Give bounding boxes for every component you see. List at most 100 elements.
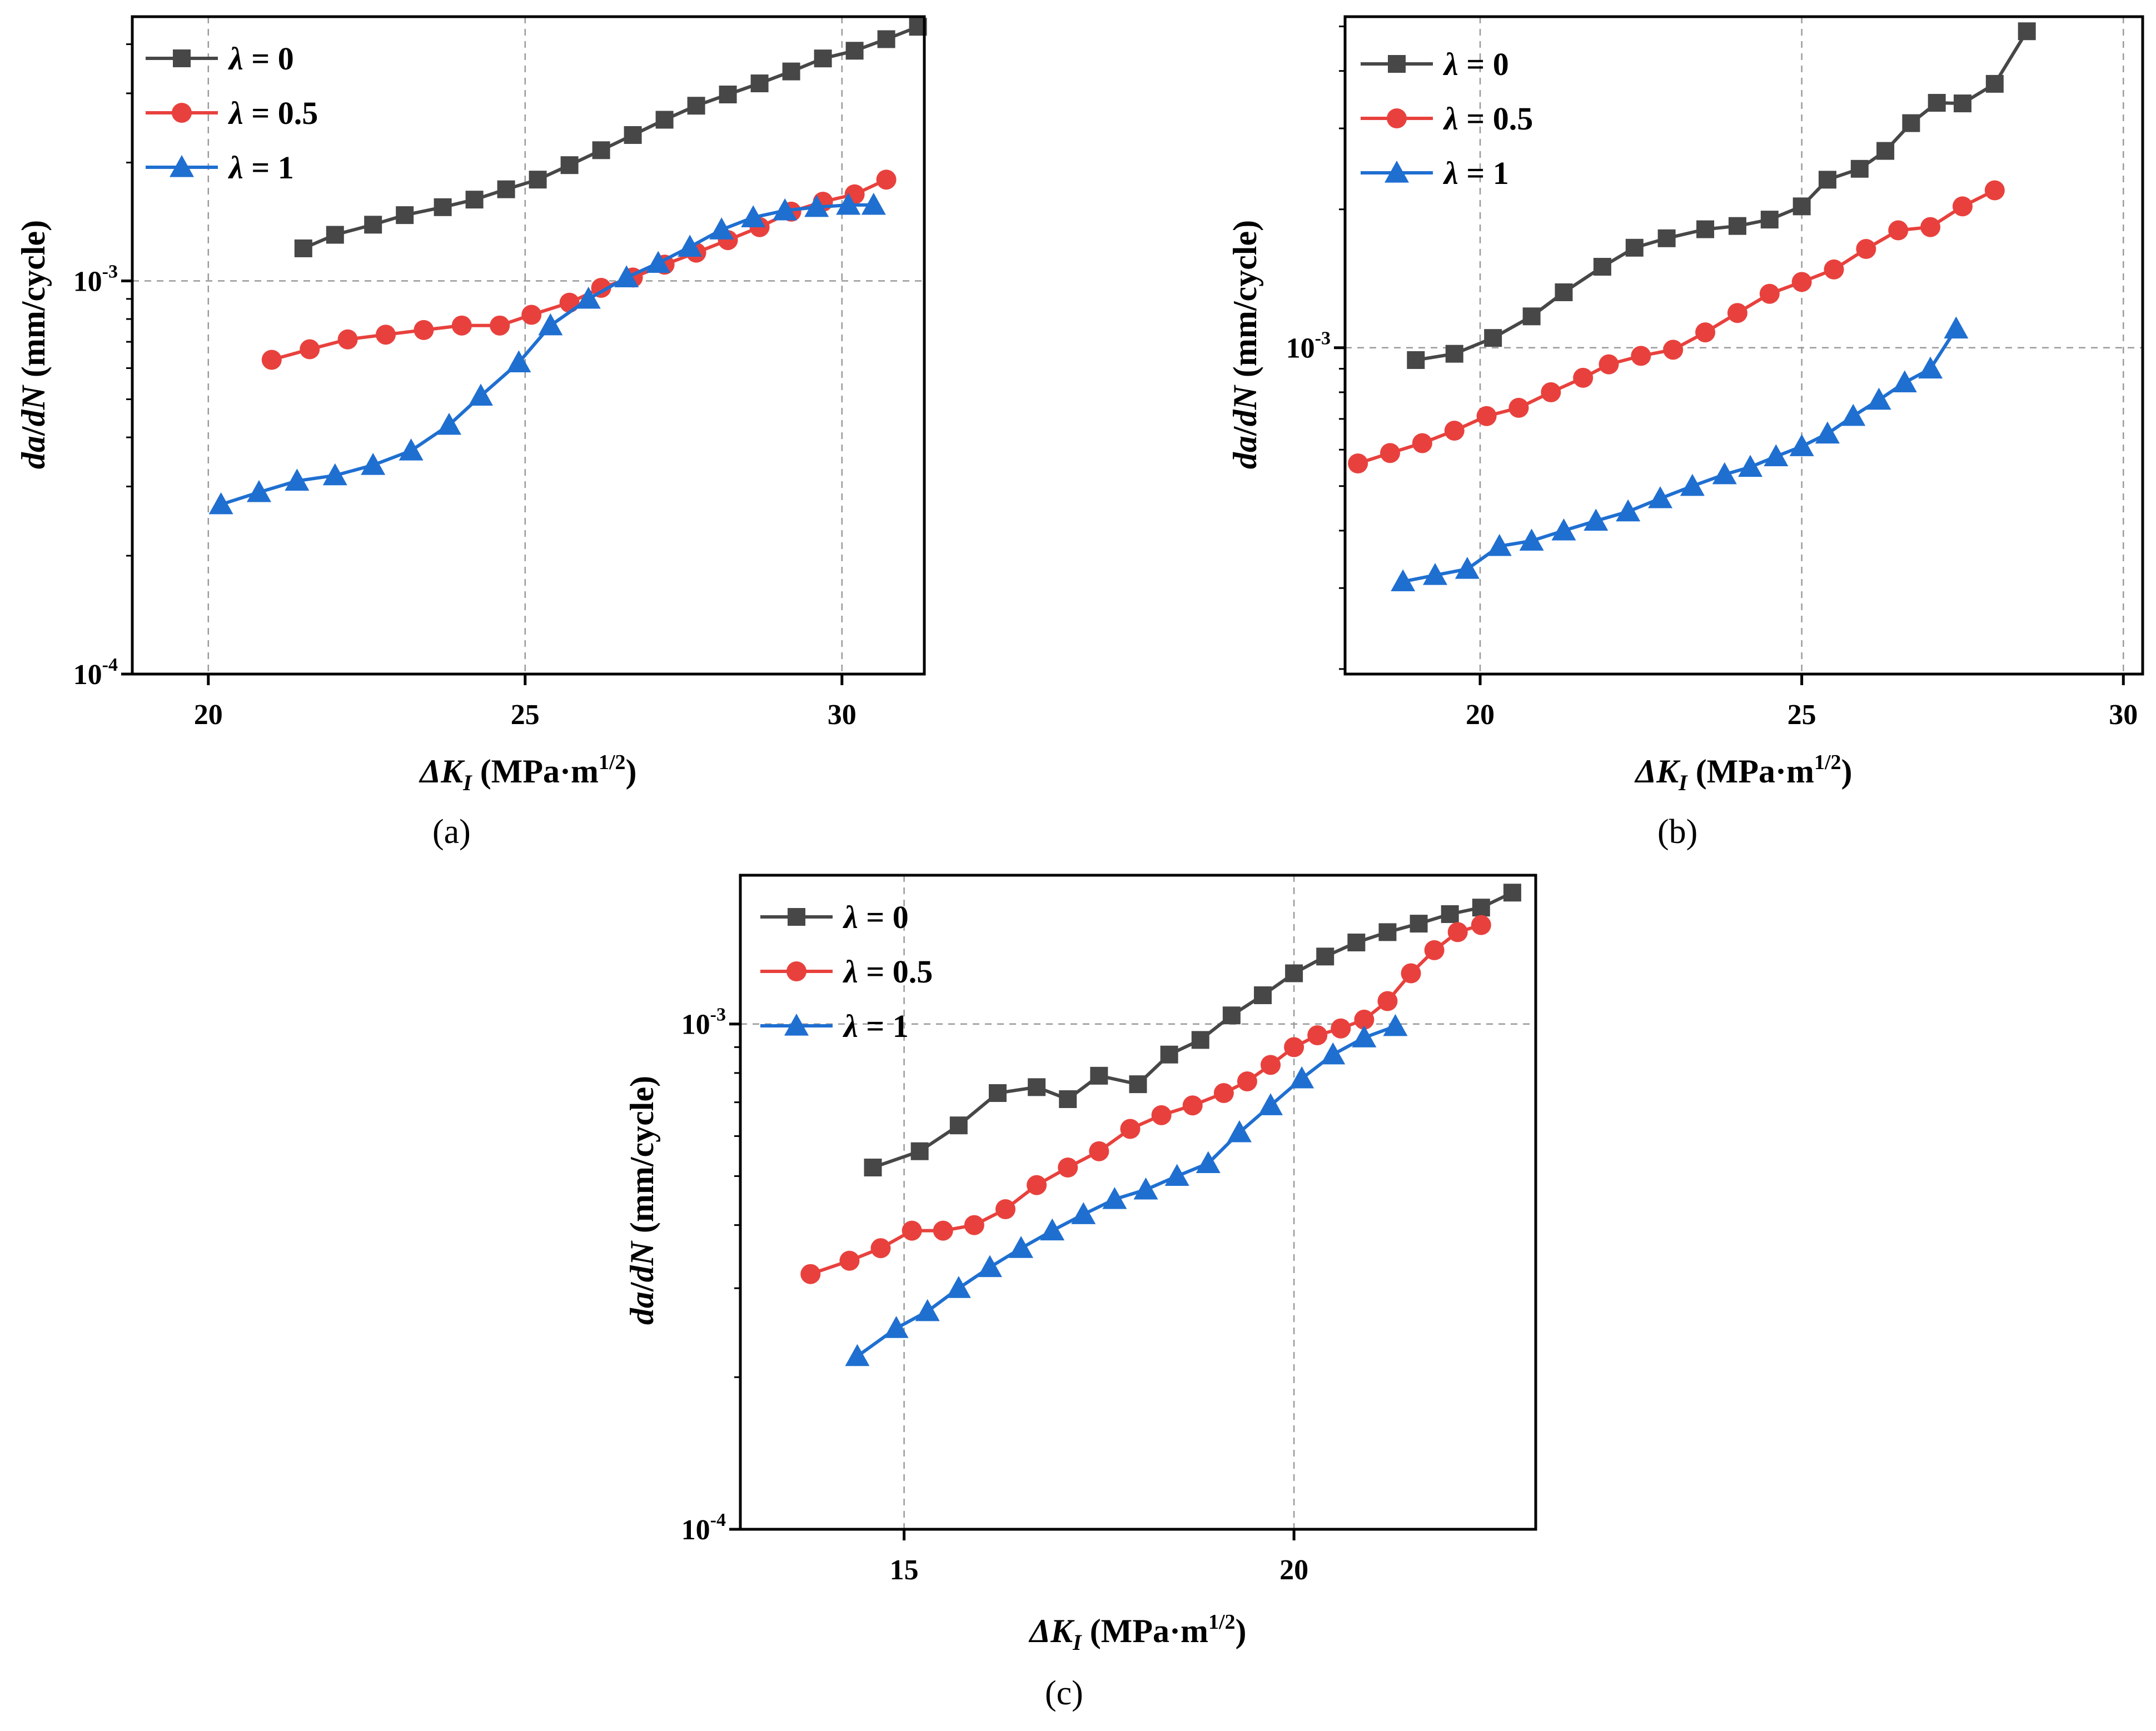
- y-axis-title-slash: /: [15, 426, 52, 436]
- y-tick-exp: -3: [710, 1005, 726, 1025]
- x-tick-label: 20: [194, 699, 223, 731]
- data-point: [1519, 528, 1544, 551]
- data-point: [1648, 486, 1673, 508]
- legend-label-symbol: λ: [1443, 155, 1458, 191]
- legend-item-0: λ = 0: [760, 899, 909, 935]
- y-tick-label: 10-4: [73, 655, 118, 691]
- legend-label: λ = 0.5: [228, 95, 318, 131]
- legend-label-symbol: λ: [228, 95, 243, 131]
- caption-a: (a): [432, 813, 471, 851]
- x-axis-title: ΔKI (MPa·m1/2): [1634, 751, 1852, 795]
- data-point: [964, 1215, 984, 1235]
- data-point: [1090, 1066, 1108, 1085]
- data-point: [1380, 443, 1401, 463]
- y-tick-exp: -3: [102, 262, 118, 282]
- series-line: [872, 891, 1513, 1169]
- data-point: [337, 329, 358, 350]
- y-axis-title-units: (mm/cycle): [1227, 220, 1263, 386]
- data-point: [1407, 351, 1425, 369]
- data-point: [1445, 345, 1463, 363]
- data-point: [376, 325, 396, 345]
- data-point: [1593, 258, 1611, 276]
- legend-item-1: λ = 0.5: [760, 954, 933, 990]
- legend-label: λ = 0: [228, 41, 294, 77]
- legend-label: λ = 1: [843, 1008, 909, 1044]
- x-axis-title-symbol: ΔK: [419, 753, 465, 790]
- data-point: [946, 1276, 971, 1298]
- legend-item-1: λ = 0.5: [146, 95, 318, 131]
- data-point: [1253, 986, 1272, 1005]
- x-axis-title-units: (MPa·m: [1687, 753, 1814, 790]
- x-axis-title-close: ): [1841, 753, 1853, 790]
- y-axis-title: da/dN (mm/cycle): [1227, 220, 1263, 469]
- y-tick-exp: -4: [710, 1510, 726, 1530]
- data-point: [915, 1299, 940, 1321]
- x-tick-label: 30: [2109, 699, 2138, 731]
- legend-label-symbol: λ: [228, 149, 243, 186]
- legend-label: λ = 0.5: [843, 954, 933, 990]
- data-point: [322, 463, 347, 486]
- data-point: [1984, 180, 2005, 201]
- data-point: [1695, 322, 1716, 343]
- legend-label-symbol: λ: [843, 899, 858, 935]
- data-point: [1818, 171, 1836, 189]
- y-axis-title: da/dN (mm/cycle): [15, 220, 52, 469]
- legend: λ = 0 λ = 0.5 λ = 1: [1361, 46, 1533, 191]
- data-point: [1347, 934, 1366, 952]
- data-point: [1028, 1078, 1046, 1096]
- legend-marker: [788, 908, 805, 926]
- data-point: [559, 292, 580, 313]
- x-tick-label: 20: [1466, 699, 1495, 731]
- data-point: [1902, 114, 1920, 132]
- data-point: [1985, 74, 2004, 93]
- data-point: [624, 126, 642, 144]
- data-point: [1696, 220, 1715, 238]
- data-point: [465, 191, 484, 209]
- data-point: [1866, 387, 1891, 410]
- plot-frame: [131, 15, 926, 676]
- data-point: [1952, 196, 1973, 217]
- legend-label-value: = 0.5: [1458, 101, 1533, 137]
- data-point: [804, 194, 829, 217]
- data-point: [1455, 557, 1480, 579]
- caption-c: (c): [1045, 1674, 1083, 1712]
- legend-label-value: = 0.5: [858, 954, 933, 990]
- data-point: [1508, 397, 1529, 418]
- data-point: [1727, 303, 1747, 323]
- data-point: [208, 492, 233, 515]
- legend-label-symbol: λ: [843, 1008, 858, 1044]
- x-tick-label: 25: [1787, 699, 1816, 731]
- x-axis-title-close: ): [1236, 1613, 1247, 1649]
- legend-marker: [173, 49, 191, 67]
- data-point: [845, 42, 864, 60]
- data-point: [1227, 1120, 1252, 1143]
- y-tick-label: 10-3: [681, 1005, 726, 1041]
- series-1: [800, 915, 1491, 1284]
- data-point: [538, 313, 563, 336]
- legend-item-2: λ = 1: [1361, 155, 1509, 191]
- y-tick-base: 10: [1286, 333, 1315, 365]
- data-point: [1196, 1151, 1221, 1174]
- legend-label: λ = 0.5: [1443, 101, 1533, 137]
- legend-label: λ = 0: [843, 899, 909, 935]
- data-point: [1856, 238, 1876, 259]
- legend-item-1: λ = 0.5: [1361, 101, 1533, 137]
- data-point: [1764, 444, 1789, 467]
- data-point: [1191, 1031, 1209, 1049]
- data-point: [1791, 272, 1812, 292]
- data-point: [261, 350, 282, 370]
- x-axis-title-units: (MPa·m: [472, 753, 599, 790]
- data-point: [576, 286, 601, 309]
- data-point: [655, 111, 674, 129]
- data-point: [1377, 991, 1398, 1011]
- legend-label-value: = 1: [243, 149, 294, 186]
- data-point: [839, 1250, 860, 1271]
- x-tick-label: 15: [890, 1554, 919, 1586]
- data-point: [2018, 22, 2036, 41]
- data-point: [1321, 1042, 1346, 1065]
- data-point: [1258, 1093, 1283, 1115]
- legend-marker: [1388, 55, 1406, 73]
- legend-item-0: λ = 0: [1361, 46, 1509, 82]
